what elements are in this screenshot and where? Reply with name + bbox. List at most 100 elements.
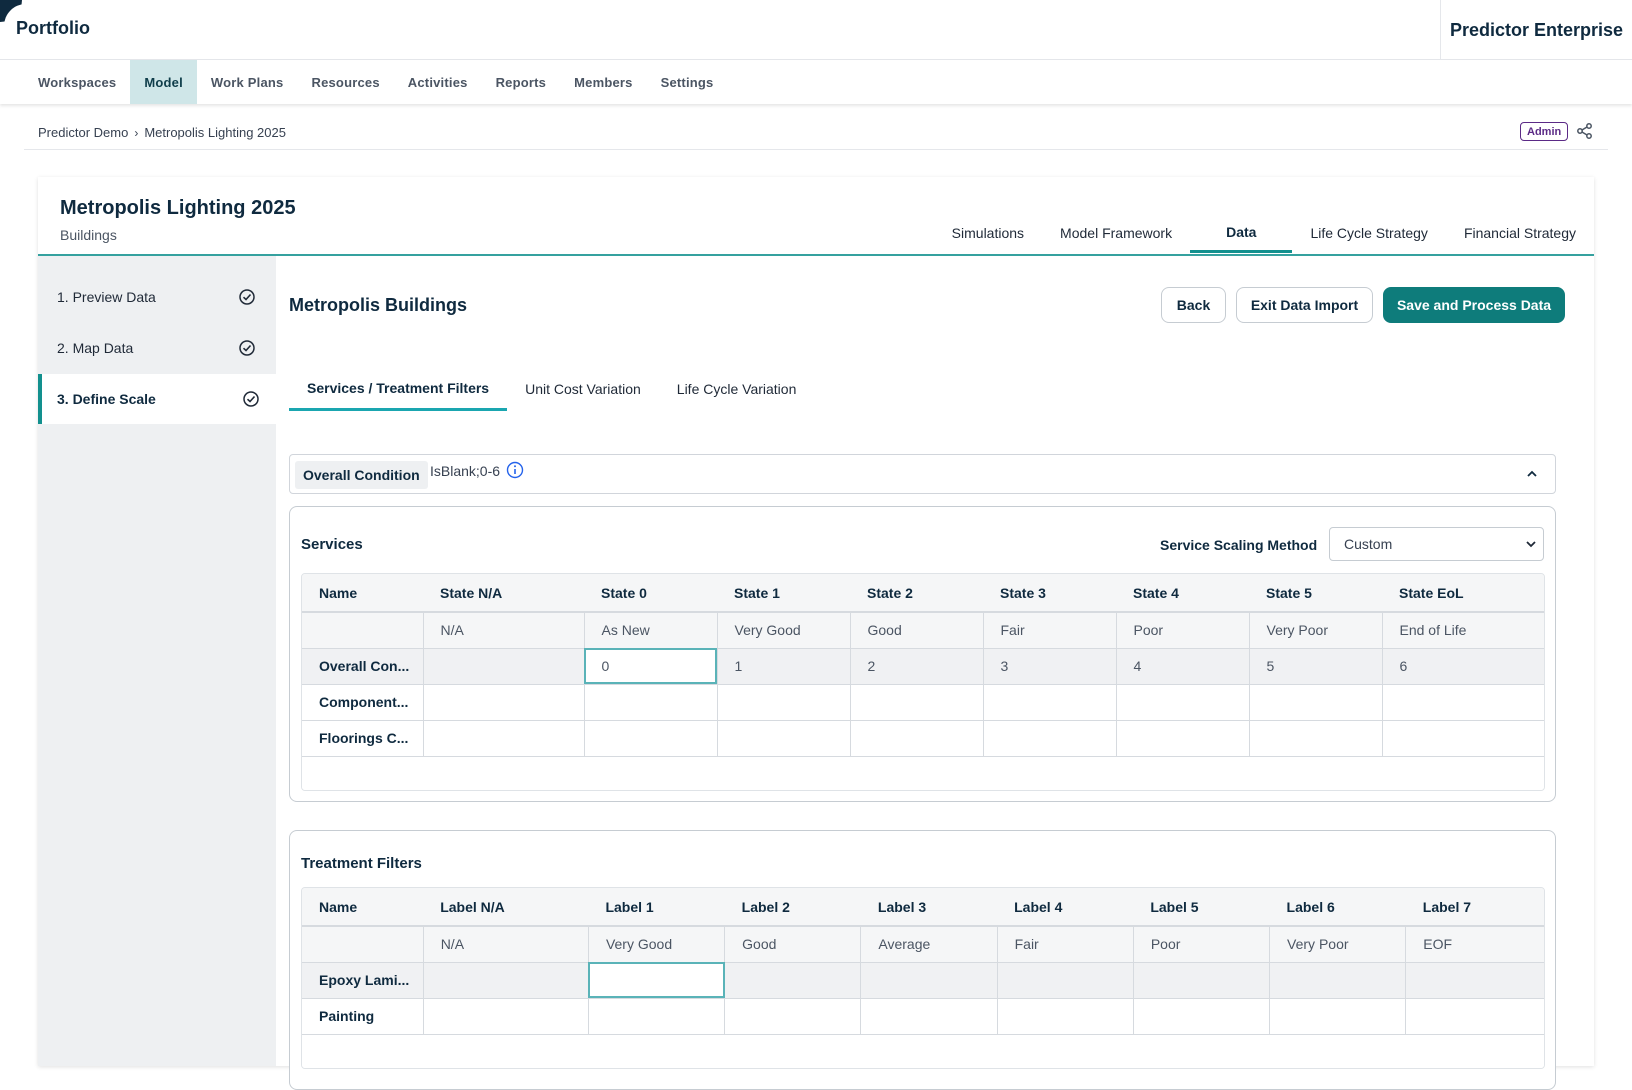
label-cell[interactable]: N/A [422, 925, 589, 963]
col-header-label-2[interactable]: Label 2 [724, 888, 861, 927]
nav-item-settings[interactable]: Settings [660, 74, 714, 90]
value-cell[interactable] [1405, 961, 1544, 999]
nav-item-resources[interactable]: Resources [311, 74, 380, 90]
label-cell[interactable]: Fair [996, 925, 1134, 963]
nav-item-work-plans[interactable]: Work Plans [210, 74, 284, 90]
col-header-state-1[interactable]: State 1 [717, 574, 850, 613]
nav-item-reports[interactable]: Reports [495, 74, 547, 90]
value-cell-selected[interactable] [587, 961, 726, 999]
value-cell[interactable] [724, 997, 862, 1035]
value-cell[interactable] [996, 961, 1134, 999]
back-button[interactable]: Back [1161, 287, 1226, 323]
value-cell[interactable] [849, 683, 984, 721]
label-cell[interactable]: EOF [1405, 925, 1544, 963]
value-cell[interactable] [982, 719, 1117, 757]
value-cell[interactable] [1381, 683, 1544, 721]
col-header-name[interactable]: Name [302, 574, 423, 613]
tab-life-cycle-strategy[interactable]: Life Cycle Strategy [1310, 225, 1428, 241]
value-cell[interactable] [422, 961, 589, 999]
tab-data[interactable]: Data [1190, 213, 1293, 253]
value-cell[interactable] [996, 997, 1134, 1035]
value-cell[interactable] [1248, 719, 1383, 757]
label-cell[interactable]: Average [860, 925, 998, 963]
col-header-label-7[interactable]: Label 7 [1405, 888, 1544, 927]
value-cell[interactable] [1381, 719, 1544, 757]
tab-simulations[interactable]: Simulations [951, 225, 1025, 241]
value-cell[interactable] [587, 997, 726, 1035]
value-cell[interactable] [583, 683, 718, 721]
value-cell[interactable] [716, 683, 851, 721]
value-cell[interactable] [422, 647, 585, 685]
tab-unit-cost-variation[interactable]: Unit Cost Variation [525, 381, 641, 397]
col-header-label-6[interactable]: Label 6 [1269, 888, 1406, 927]
value-cell[interactable] [1269, 961, 1407, 999]
label-cell[interactable]: Good [849, 611, 984, 649]
col-header-label-4[interactable]: Label 4 [997, 888, 1134, 927]
col-header-state-0[interactable]: State 0 [584, 574, 717, 613]
nav-item-members[interactable]: Members [574, 74, 633, 90]
label-cell[interactable]: Very Poor [1248, 611, 1383, 649]
scaling-method-select[interactable]: Custom [1329, 527, 1544, 561]
value-cell[interactable] [1115, 719, 1250, 757]
value-cell[interactable]: 3 [982, 647, 1117, 685]
label-cell[interactable]: Very Poor [1269, 925, 1407, 963]
value-cell[interactable] [1248, 683, 1383, 721]
label-cell[interactable]: Good [724, 925, 862, 963]
exit-data-import-button[interactable]: Exit Data Import [1236, 287, 1373, 323]
col-header-label-1[interactable]: Label 1 [588, 888, 725, 927]
tab-services-treatment-filters[interactable]: Services / Treatment Filters [289, 367, 508, 411]
value-cell[interactable] [422, 683, 585, 721]
label-cell[interactable]: Fair [982, 611, 1117, 649]
col-header-label-5[interactable]: Label 5 [1133, 888, 1270, 927]
value-cell[interactable] [849, 719, 984, 757]
value-cell[interactable] [1115, 683, 1250, 721]
value-cell[interactable]: 4 [1115, 647, 1250, 685]
col-header-state-5[interactable]: State 5 [1249, 574, 1382, 613]
label-cell[interactable]: Poor [1132, 925, 1271, 963]
share-icon[interactable] [1576, 122, 1594, 140]
col-header-state-eol[interactable]: State EoL [1382, 574, 1544, 613]
condition-accordion-header[interactable]: Overall Condition IsBlank;0-6 [289, 454, 1556, 494]
value-cell[interactable] [1269, 997, 1407, 1035]
col-header-name[interactable]: Name [302, 888, 424, 927]
col-header-state-3[interactable]: State 3 [983, 574, 1116, 613]
value-cell[interactable]: 1 [716, 647, 851, 685]
step-preview-data[interactable]: 1. Preview Data [38, 272, 276, 322]
nav-item-workspaces[interactable]: Workspaces [38, 74, 117, 90]
value-cell[interactable] [860, 997, 998, 1035]
brand-title[interactable]: Portfolio [16, 18, 90, 38]
info-icon[interactable] [506, 461, 524, 479]
tab-model-framework[interactable]: Model Framework [1060, 225, 1173, 241]
value-cell[interactable]: 2 [849, 647, 984, 685]
chevron-up-icon[interactable] [1525, 467, 1539, 481]
col-header-label-na[interactable]: Label N/A [423, 888, 589, 927]
breadcrumb-workspace[interactable]: Predictor Demo [38, 125, 129, 140]
value-cell[interactable] [583, 719, 718, 757]
label-cell[interactable]: As New [583, 611, 718, 649]
value-cell[interactable] [422, 719, 585, 757]
value-cell[interactable] [724, 961, 862, 999]
value-cell[interactable]: 5 [1248, 647, 1383, 685]
value-cell-selected[interactable]: 0 [583, 647, 718, 685]
tab-life-cycle-variation[interactable]: Life Cycle Variation [676, 381, 797, 397]
breadcrumb-model[interactable]: Metropolis Lighting 2025 [144, 125, 286, 140]
label-cell[interactable]: Poor [1115, 611, 1250, 649]
value-cell[interactable] [860, 961, 998, 999]
label-cell[interactable]: End of Life [1381, 611, 1544, 649]
step-map-data[interactable]: 2. Map Data [38, 323, 276, 373]
value-cell[interactable] [422, 997, 589, 1035]
value-cell[interactable]: 6 [1381, 647, 1544, 685]
save-and-process-button[interactable]: Save and Process Data [1383, 287, 1565, 323]
nav-item-model[interactable]: Model [130, 60, 197, 104]
label-cell[interactable]: Very Good [716, 611, 851, 649]
label-cell[interactable]: N/A [422, 611, 585, 649]
value-cell[interactable] [1405, 997, 1544, 1035]
nav-item-activities[interactable]: Activities [407, 74, 468, 90]
col-header-state-4[interactable]: State 4 [1116, 574, 1249, 613]
value-cell[interactable] [982, 683, 1117, 721]
value-cell[interactable] [1132, 997, 1271, 1035]
col-header-state-2[interactable]: State 2 [850, 574, 983, 613]
value-cell[interactable] [716, 719, 851, 757]
label-cell[interactable]: Very Good [587, 925, 726, 963]
tab-financial-strategy[interactable]: Financial Strategy [1463, 225, 1576, 241]
